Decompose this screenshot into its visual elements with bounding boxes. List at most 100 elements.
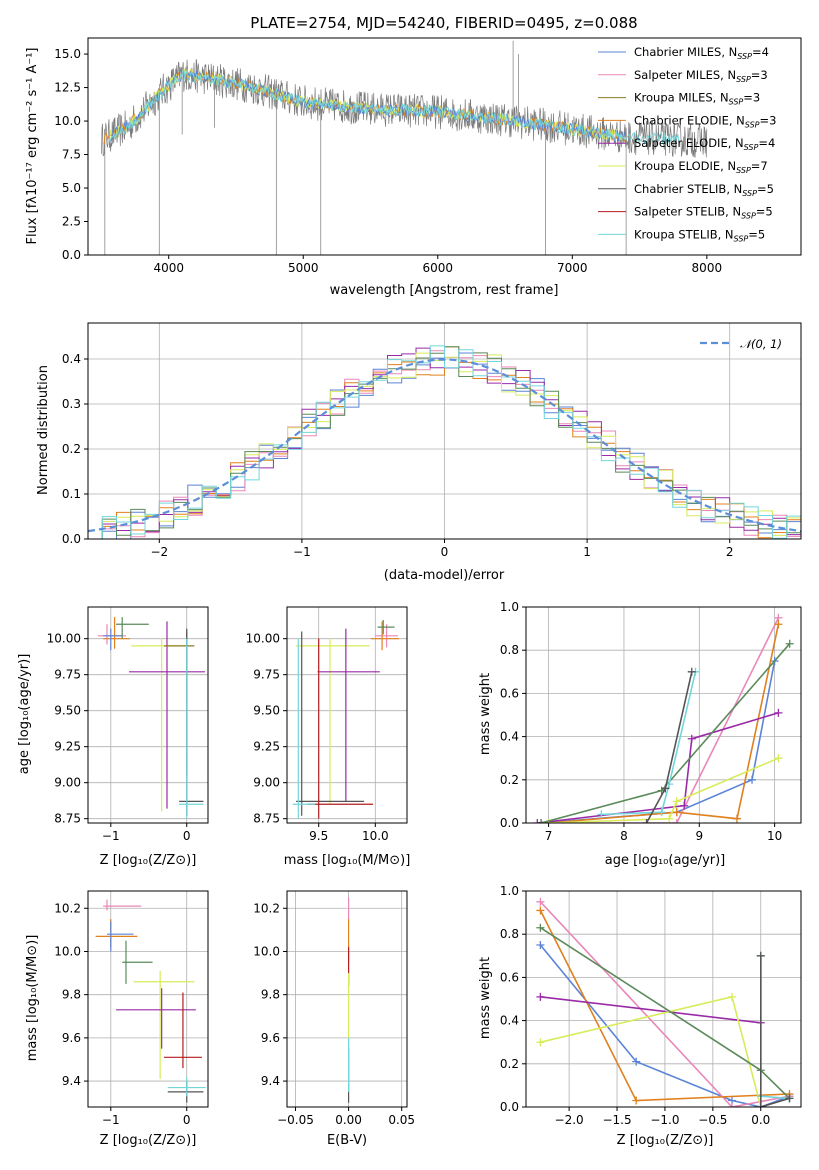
age-z-frame (87, 606, 209, 824)
weight-age-marker (665, 814, 674, 823)
age-z-xtick-label: 0 (183, 829, 191, 843)
residuals-xtick-label: −2 (150, 545, 168, 559)
mass-z-ytick-label: 9.8 (62, 988, 81, 1002)
weight-age-line (548, 757, 779, 823)
panel-weight-vs-age: age [log₁₀(age/yr)] mass weight (478, 673, 725, 868)
mass-z-axes: −1 0 9.4 9.6 9.8 10.0 10.2 (54, 891, 208, 1127)
weight-z-ytick-label: 0.2 (500, 1057, 519, 1071)
age-z-ylabel: age [log₁₀(age/yr)] (17, 654, 32, 775)
residuals-ytick-label: 0.3 (62, 397, 81, 411)
weight-age-ylabel: mass weight (478, 673, 493, 755)
mass-ebv-xtick-label: 0.00 (335, 1113, 362, 1127)
mass-z-xtick-label: 0 (183, 1113, 191, 1127)
spectrum-ytick-label: 0.0 (62, 248, 81, 262)
weight-age-xtick-label: 9 (695, 829, 703, 843)
legend-label-tail: =3 (743, 91, 760, 105)
weight-age-xlabel: age [log₁₀(age/yr)] (605, 853, 726, 868)
weight-age-xtick-label: 7 (545, 829, 553, 843)
age-mass-ytick-label: 10.00 (246, 632, 280, 646)
age-z-ytick-label: 9.50 (54, 704, 81, 718)
weight-age-axes: 7 8 9 10 0.0 0.2 0.4 0.6 0.8 1.0 (500, 600, 801, 843)
mass-ebv-frame (286, 890, 408, 1108)
spectrum-frame (87, 37, 802, 256)
weight-age-marker (687, 667, 696, 676)
legend-label-sub: SSP (742, 189, 757, 198)
weight-age-ytick-label: 0.2 (500, 773, 519, 787)
legend-label-tail: =5 (748, 227, 765, 241)
residuals-xlabel: (data-model)/error (384, 568, 505, 583)
legend-label-text: Salpeter ELODIE, N (634, 136, 744, 150)
residuals-xtick-label: −1 (293, 545, 311, 559)
panel-age-vs-z: Z [log₁₀(Z/Z⊙)] age [log₁₀(age/yr)] (17, 654, 196, 868)
legend-label-tail: =7 (751, 159, 768, 173)
mass-ebv-ytick-label: 10.2 (253, 901, 280, 915)
spectrum-ytick-label: 5.0 (62, 181, 81, 195)
age-z-xtick-label: −1 (102, 829, 120, 843)
age-z-axes: −1 0 8.75 9.00 9.25 9.50 9.75 10.00 (47, 607, 208, 843)
spectrum-ytick-label: 10.0 (54, 114, 81, 128)
weight-age-marker (680, 801, 689, 810)
mass-z-points (95, 899, 206, 1103)
legend-label-tail: =4 (758, 136, 775, 150)
mass-z-ytick-label: 10.2 (54, 901, 81, 915)
age-mass-xtick-label: 10.0 (362, 829, 389, 843)
spectrum-xtick-label: 4000 (153, 261, 184, 275)
mass-ebv-ytick-label: 10.0 (253, 944, 280, 958)
age-mass-points (292, 619, 400, 819)
panel-age-vs-mass: mass [log₁₀(M/M⊙)] (284, 853, 411, 868)
age-mass-ytick-label: 9.50 (253, 704, 280, 718)
age-mass-ytick-label: 9.00 (253, 776, 280, 790)
spectrum-ytick-label: 15.0 (54, 47, 81, 61)
weight-age-ytick-label: 0.0 (500, 816, 519, 830)
age-mass-xtick-label: 9.5 (309, 829, 328, 843)
mass-ebv-xlabel: E(B-V) (327, 1133, 367, 1148)
legend-label: Chabrier ELODIE, NSSP=3 (634, 113, 776, 129)
legend-label-text: Kroupa STELIB, N (634, 227, 734, 241)
legend-normal-label: 𝒩(0, 1) (740, 337, 782, 351)
weight-z-xtick-label: −0.5 (698, 1113, 727, 1127)
residual-histogram (88, 345, 801, 539)
weight-z-marker (536, 906, 545, 915)
weight-z-ylabel: mass weight (478, 957, 493, 1039)
legend-label-text: Chabrier STELIB, N (634, 182, 742, 196)
spectrum-ylabel: Flux [fλ10⁻¹⁷ erg cm⁻² s⁻¹ A⁻¹] (25, 48, 40, 245)
weight-age-ytick-label: 1.0 (500, 600, 519, 614)
legend-label-tail: =3 (751, 68, 768, 82)
weight-z-marker (756, 1103, 765, 1107)
age-z-ytick-label: 9.75 (54, 668, 81, 682)
legend-label-sub: SSP (744, 143, 759, 152)
weight-age-line (548, 624, 780, 823)
mass-z-ytick-label: 9.6 (62, 1031, 81, 1045)
weight-z-frame (525, 890, 802, 1108)
mass-z-xtick-label: −1 (102, 1113, 120, 1127)
weight-z-series (536, 897, 794, 1107)
legend-label-text: Salpeter STELIB, N (634, 205, 741, 219)
mass-ebv-axes: −0.05 0.00 0.05 9.4 9.6 9.8 10.0 10.2 (253, 891, 415, 1127)
weight-age-marker (661, 784, 670, 793)
weight-age-marker (774, 754, 783, 763)
weight-z-marker (756, 951, 765, 960)
mass-z-xlabel: Z [log₁₀(Z/Z⊙)] (100, 1133, 197, 1148)
weight-age-marker (732, 814, 741, 823)
weight-age-marker (672, 808, 681, 817)
weight-age-marker (774, 708, 783, 717)
weight-age-marker (537, 819, 546, 823)
age-z-ytick-label: 9.00 (54, 776, 81, 790)
legend-label-text: Kroupa ELODIE, N (634, 159, 736, 173)
weight-z-xtick-label: −1.5 (602, 1113, 631, 1127)
weight-age-marker (785, 639, 794, 648)
weight-z-xlabel: Z [log₁₀(Z/Z⊙)] (617, 1133, 714, 1148)
weight-age-xtick-label: 10 (767, 829, 782, 843)
mass-ebv-ytick-label: 9.6 (261, 1031, 280, 1045)
legend-label-text: Chabrier MILES, N (634, 45, 737, 59)
weight-age-xtick-label: 8 (620, 829, 628, 843)
residuals-xtick-label: 0 (441, 545, 449, 559)
weight-age-frame (525, 606, 802, 824)
legend-label: Kroupa MILES, NSSP=3 (634, 91, 760, 107)
spectrum-xtick-label: 5000 (288, 261, 319, 275)
weight-z-axes: −2.0 −1.5 −1.0 −0.5 0.0 0.0 0.2 0.4 0.6 0.8 1.0 (500, 884, 801, 1127)
spectrum-axes: 4000 5000 6000 7000 8000 0.0 2.5 5.0 7.5 10.0 12.5… (54, 47, 722, 275)
age-mass-frame (286, 606, 408, 824)
spectrum-ytick-label: 2.5 (62, 215, 81, 229)
